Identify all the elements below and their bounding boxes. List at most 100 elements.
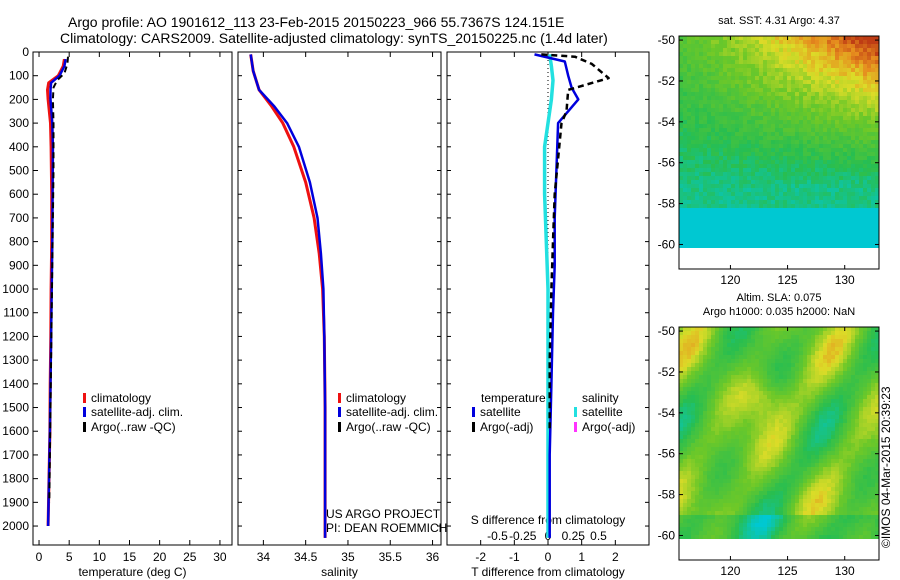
heatmap-cell	[827, 399, 831, 403]
heatmap-cell	[843, 168, 847, 172]
heatmap-cell	[695, 447, 699, 451]
heatmap-cell	[863, 132, 867, 136]
heatmap-cell	[835, 455, 839, 459]
heatmap-cell	[707, 220, 711, 224]
heatmap-cell	[771, 100, 775, 104]
heatmap-cell	[723, 411, 727, 415]
heatmap-cell	[867, 180, 871, 184]
heatmap-cell	[723, 439, 727, 443]
heatmap-cell	[707, 88, 711, 92]
heatmap-cell	[831, 36, 835, 40]
heatmap-cell	[771, 327, 775, 331]
heatmap-cell	[815, 116, 819, 120]
heatmap-cell	[851, 487, 855, 491]
heatmap-cell	[703, 160, 707, 164]
heatmap-cell	[703, 459, 707, 463]
heatmap-cell	[819, 443, 823, 447]
heatmap-cell	[683, 80, 687, 84]
heatmap-cell	[743, 236, 747, 240]
heatmap-cell	[715, 407, 719, 411]
heatmap-cell	[735, 232, 739, 236]
heatmap-cell	[807, 395, 811, 399]
heatmap-cell	[755, 144, 759, 148]
heatmap-cell	[775, 327, 779, 331]
heatmap-cell	[799, 44, 803, 48]
heatmap-cell	[767, 471, 771, 475]
heatmap-cell	[683, 104, 687, 108]
heatmap-cell	[847, 327, 851, 331]
heatmap-cell	[699, 423, 703, 427]
heatmap-cell	[715, 419, 719, 423]
heatmap-cell	[863, 331, 867, 335]
y-tick-label: 1100	[3, 306, 29, 320]
heatmap-cell	[875, 387, 879, 391]
heatmap-cell	[703, 427, 707, 431]
heatmap-cell	[815, 200, 819, 204]
heatmap-cell	[723, 204, 727, 208]
heatmap-cell	[871, 148, 875, 152]
heatmap-cell	[799, 204, 803, 208]
heatmap-cell	[859, 220, 863, 224]
heatmap-cell	[843, 180, 847, 184]
heatmap-cell	[763, 244, 767, 248]
heatmap-cell	[831, 455, 835, 459]
heatmap-cell	[719, 152, 723, 156]
heatmap-cell	[843, 120, 847, 124]
heatmap-cell	[867, 359, 871, 363]
heatmap-cell	[819, 403, 823, 407]
heatmap-cell	[751, 244, 755, 248]
heatmap-cell	[743, 327, 747, 331]
heatmap-cell	[707, 463, 711, 467]
heatmap-cell	[843, 56, 847, 60]
heatmap-cell	[751, 148, 755, 152]
heatmap-cell	[823, 379, 827, 383]
heatmap-cell	[727, 403, 731, 407]
heatmap-cell	[743, 200, 747, 204]
heatmap-cell	[695, 116, 699, 120]
heatmap-cell	[699, 196, 703, 200]
heatmap-cell	[775, 383, 779, 387]
heatmap-cell	[751, 395, 755, 399]
heatmap-cell	[799, 60, 803, 64]
heatmap-cell	[803, 228, 807, 232]
heatmap-cell	[771, 132, 775, 136]
heatmap-cell	[847, 192, 851, 196]
heatmap-cell	[795, 156, 799, 160]
heatmap-cell	[831, 124, 835, 128]
heatmap-cell	[823, 327, 827, 331]
heatmap-cell	[771, 240, 775, 244]
heatmap-cell	[823, 220, 827, 224]
heatmap-cell	[875, 192, 879, 196]
heatmap-cell	[871, 216, 875, 220]
heatmap-cell	[703, 96, 707, 100]
heatmap-cell	[787, 40, 791, 44]
heatmap-cell	[743, 104, 747, 108]
heatmap-cell	[699, 116, 703, 120]
heatmap-cell	[791, 427, 795, 431]
heatmap-cell	[787, 56, 791, 60]
heatmap-cell	[747, 339, 751, 343]
heatmap-cell	[723, 144, 727, 148]
heatmap-cell	[783, 48, 787, 52]
heatmap-cell	[847, 116, 851, 120]
heatmap-cell	[691, 156, 695, 160]
heatmap-cell	[803, 208, 807, 212]
heatmap-cell	[771, 459, 775, 463]
heatmap-cell	[799, 200, 803, 204]
heatmap-cell	[719, 383, 723, 387]
heatmap-cell	[703, 395, 707, 399]
heatmap-cell	[703, 483, 707, 487]
heatmap-cell	[707, 411, 711, 415]
heatmap-cell	[783, 188, 787, 192]
heatmap-cell	[679, 140, 683, 144]
heatmap-cell	[755, 240, 759, 244]
heatmap-cell	[827, 331, 831, 335]
heatmap-cell	[723, 415, 727, 419]
heatmap-cell	[855, 339, 859, 343]
heatmap-cell	[767, 132, 771, 136]
heatmap-cell	[775, 491, 779, 495]
heatmap-cell	[819, 180, 823, 184]
heatmap-cell	[783, 240, 787, 244]
heatmap-cell	[827, 36, 831, 40]
heatmap-cell	[723, 52, 727, 56]
